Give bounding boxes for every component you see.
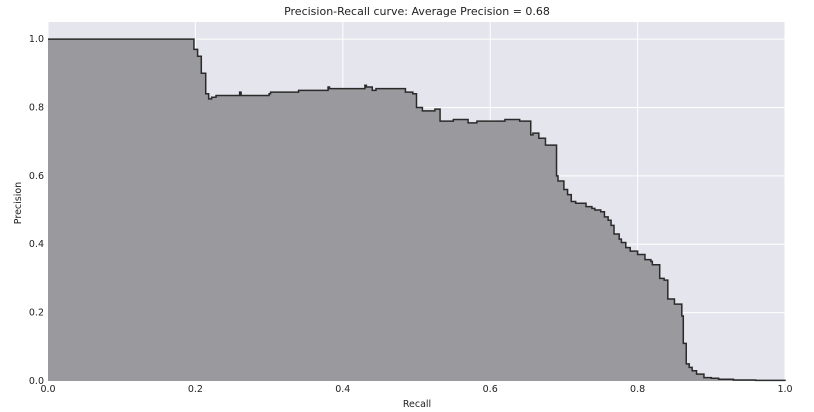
y-tick-label: 0.2 — [29, 308, 44, 319]
y-tick-label: 0.6 — [29, 171, 44, 182]
chart-title: Precision-Recall curve: Average Precisio… — [284, 5, 550, 18]
y-axis-label: Precision — [13, 182, 24, 224]
pr-area-fill — [48, 39, 785, 381]
x-tick-label: 0.2 — [188, 384, 203, 395]
pr-step-curve — [48, 38, 786, 382]
y-tick-label: 1.0 — [29, 34, 44, 45]
x-tick-label: 0.6 — [483, 384, 498, 395]
x-tick-label: 0.0 — [40, 384, 55, 395]
y-tick-label: 0.8 — [29, 102, 44, 113]
y-axis-ticks: 0.0 0.2 0.4 0.6 0.8 1.0 — [29, 34, 44, 387]
y-tick-label: 0.4 — [29, 239, 44, 250]
x-axis-ticks: 0.0 0.2 0.4 0.6 0.8 1.0 — [40, 384, 792, 395]
x-axis-label: Recall — [403, 399, 431, 410]
x-tick-label: 0.4 — [335, 384, 350, 395]
x-tick-label: 1.0 — [777, 384, 792, 395]
x-tick-label: 0.8 — [630, 384, 645, 395]
y-tick-label: 0.0 — [29, 376, 44, 387]
